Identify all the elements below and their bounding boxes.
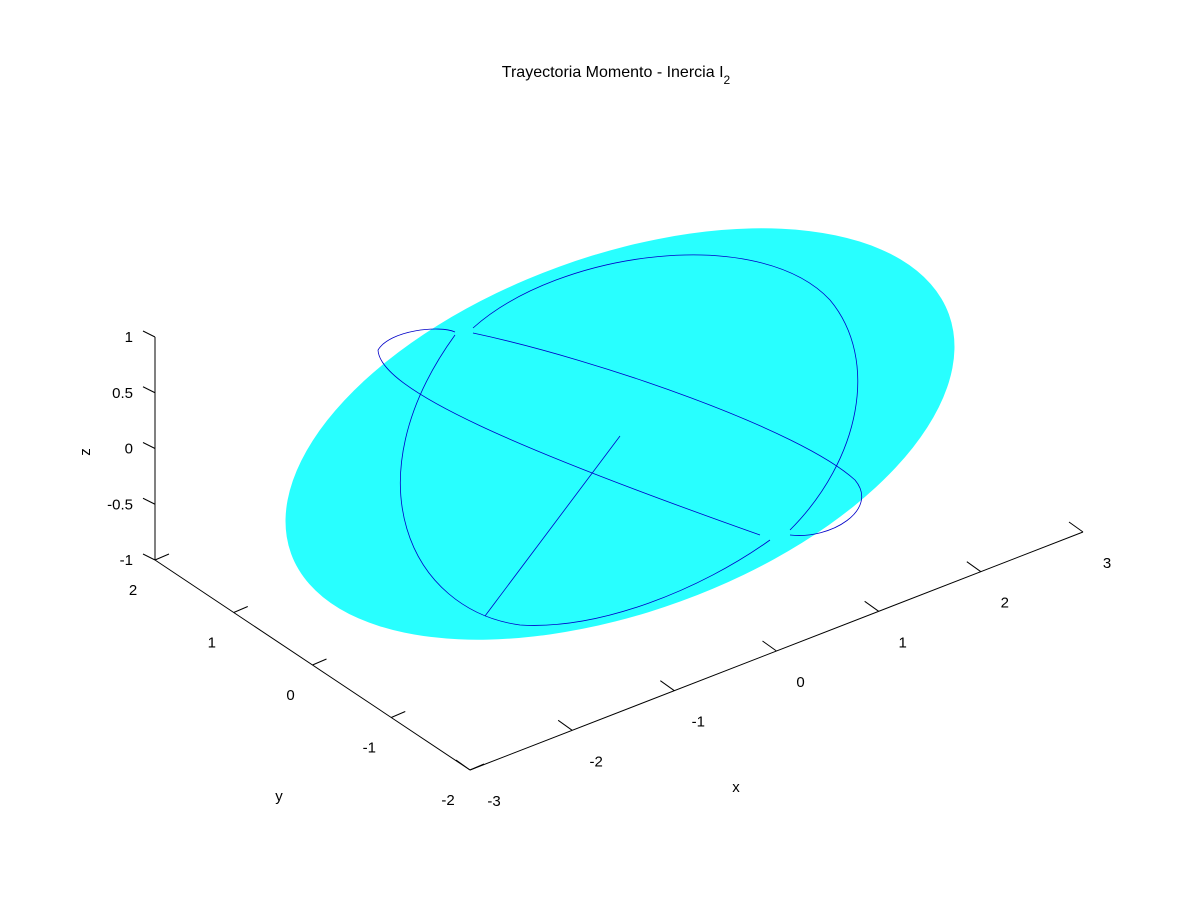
title-subscript: 2 [724,73,731,87]
ticks: -1 -0.5 0 0.5 1 -2 -1 0 1 2 -3 -2 -1 0 1 2 3 [107,329,1111,810]
z-tick [142,330,156,338]
z-tick [142,553,156,561]
z-tick [142,497,156,505]
x-tick-label: 3 [1103,555,1111,572]
x-tick [660,680,675,692]
z-tick-label: 0 [125,441,133,458]
y-tick [154,553,170,561]
y-axis-label: y [275,788,283,805]
z-tick-label: -0.5 [107,496,133,513]
x-tick [966,561,982,573]
x-tick-label: 2 [1001,595,1009,612]
left-loop-curve [377,328,456,351]
y-tick [469,763,485,771]
trajectory-curves [377,254,863,626]
x-tick [557,719,573,731]
y-tick-label: -2 [441,792,454,809]
z-tick-label: 1 [125,329,133,346]
y-tick [312,658,327,666]
ellipsoid-surface [285,228,955,640]
equator-curve [377,332,863,536]
x-tick-label: 1 [898,634,906,651]
y-tick-label: 0 [286,687,294,704]
chart-title: Trayectoria Momento - Inercia I2 [502,64,731,87]
x-tick-label: -2 [589,753,602,770]
x-tick-label: -1 [692,714,705,731]
y-tick-label: 1 [208,635,216,652]
z-tick [142,442,156,449]
y-tick-label: -1 [363,740,376,757]
z-tick [142,386,156,394]
x-tick [1068,521,1084,533]
y-tick [391,711,406,718]
x-tick-label: 0 [796,674,804,691]
lower-curve [484,435,621,617]
x-tick-label: -3 [487,793,500,810]
x-tick [455,759,471,771]
x-tick [762,640,777,652]
meridian-curve [400,254,859,626]
z-tick-label: -1 [120,552,133,569]
y-tick [233,606,248,613]
x-tick [864,600,879,612]
y-tick-label: 2 [129,582,137,599]
x-axis-label: x [732,779,740,796]
z-tick-label: 0.5 [112,385,133,402]
z-axis-label: z [77,448,94,456]
